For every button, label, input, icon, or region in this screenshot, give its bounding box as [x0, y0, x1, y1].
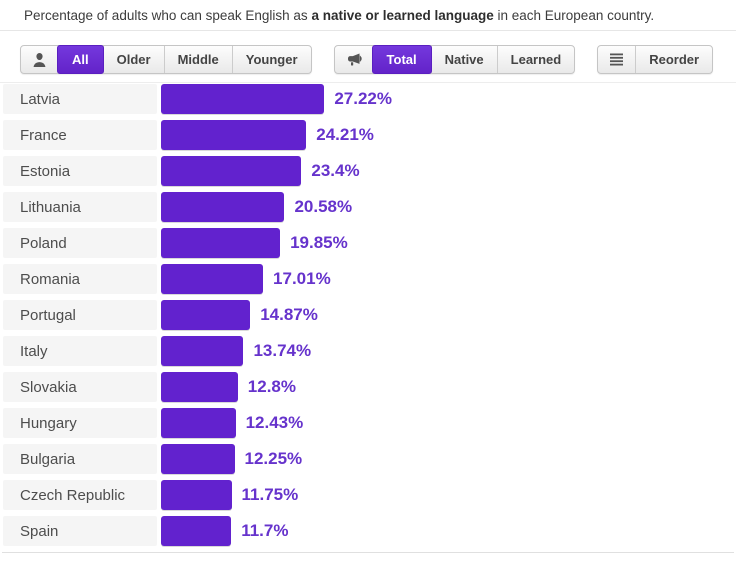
bar: [161, 516, 232, 546]
country-label: Lithuania: [3, 192, 157, 222]
button-group: All Older Middle Younger: [20, 45, 312, 74]
chart-title: Percentage of adults who can speak Engli…: [0, 0, 736, 31]
bar: [161, 264, 264, 294]
filter-toolbar: All Older Middle Younger Total Native Learned R…: [0, 31, 736, 82]
chart-row: Latvia 27.22%: [3, 84, 736, 114]
bar: [161, 336, 244, 366]
country-label: France: [3, 120, 157, 150]
filter-button-older[interactable]: Older: [102, 46, 164, 73]
bar-track: 17.01%: [161, 264, 736, 294]
button-group: Reorder: [597, 45, 714, 74]
bar-value-label: 12.43%: [245, 413, 304, 432]
bar: [161, 444, 235, 474]
country-label: Estonia: [3, 156, 157, 186]
country-label: Czech Republic: [3, 480, 157, 510]
bar-value-label: 14.87%: [260, 305, 318, 324]
chart-row: Bulgaria 12.25%: [3, 444, 736, 474]
bar-value-label: 27.22%: [334, 89, 392, 108]
bar-track: 12.8%: [161, 372, 736, 402]
country-label: Poland: [3, 228, 157, 258]
chart-row: Hungary 12.43%: [3, 408, 736, 438]
bar-value-label: 11.7%: [241, 521, 289, 540]
bar: [161, 84, 325, 114]
chart-row: Lithuania 20.58%: [3, 192, 736, 222]
country-label: Bulgaria: [3, 444, 157, 474]
bar: [161, 192, 285, 222]
chart-row: Czech Republic 11.75%: [3, 480, 736, 510]
chart-title-bold: a native or learned language: [311, 8, 494, 23]
bar-value-label: 17.01%: [273, 269, 331, 288]
button-group: Total Native Learned: [333, 45, 576, 74]
bar-track: 12.25%: [161, 444, 736, 474]
country-label: Hungary: [3, 408, 157, 438]
bar-track: 24.21%: [161, 120, 736, 150]
bar-value-label: 23.4%: [311, 161, 360, 180]
bar-track: 12.43%: [161, 408, 736, 438]
country-label: Latvia: [3, 84, 157, 114]
bar: [161, 228, 281, 258]
bar-value-label: 19.85%: [290, 233, 348, 252]
chart-row: France 24.21%: [3, 120, 736, 150]
bar-track: 14.87%: [161, 300, 736, 330]
chart-row: Romania 17.01%: [3, 264, 736, 294]
bar-track: 23.4%: [161, 156, 736, 186]
country-label: Italy: [3, 336, 157, 366]
filter-button-learned[interactable]: Learned: [496, 46, 575, 73]
chart-row: Estonia 23.4%: [3, 156, 736, 186]
chart-row: Portugal 14.87%: [3, 300, 736, 330]
bar: [161, 372, 238, 402]
megaphone-icon: [335, 46, 373, 73]
bar: [161, 120, 307, 150]
bar: [161, 480, 232, 510]
chart-row: Slovakia 12.8%: [3, 372, 736, 402]
filter-button-total[interactable]: Total: [371, 45, 432, 74]
bar-track: 13.74%: [161, 336, 736, 366]
bar-track: 11.75%: [161, 480, 736, 510]
reorder-lines-icon: [598, 46, 635, 73]
country-label: Slovakia: [3, 372, 157, 402]
bar-track: 20.58%: [161, 192, 736, 222]
country-label: Spain: [3, 516, 157, 546]
bar-track: 19.85%: [161, 228, 736, 258]
chart-row: Poland 19.85%: [3, 228, 736, 258]
filter-button-reorder[interactable]: Reorder: [635, 46, 712, 73]
person-icon: [21, 46, 58, 73]
bar-value-label: 11.75%: [241, 485, 299, 504]
filter-button-middle[interactable]: Middle: [163, 46, 232, 73]
chart-row: Italy 13.74%: [3, 336, 736, 366]
chart-title-prefix: Percentage of adults who can speak Engli…: [24, 8, 312, 23]
country-label: Romania: [3, 264, 157, 294]
filter-button-younger[interactable]: Younger: [231, 46, 311, 73]
bar-value-label: 13.74%: [253, 341, 312, 360]
bar-value-label: 24.21%: [316, 125, 374, 144]
bar-value-label: 12.25%: [244, 449, 303, 468]
bar: [161, 300, 251, 330]
bar-chart: Latvia 27.22% France 24.21% Estonia 23.4…: [0, 82, 736, 546]
bar-track: 11.7%: [161, 516, 736, 546]
bar: [161, 408, 236, 438]
bar-value-label: 12.8%: [247, 377, 296, 396]
country-label: Portugal: [3, 300, 157, 330]
bar: [161, 156, 302, 186]
bar-track: 27.22%: [161, 84, 736, 114]
chart-row: Spain 11.7%: [3, 516, 736, 546]
chart-title-suffix: in each European country.: [493, 8, 655, 23]
bar-value-label: 20.58%: [294, 197, 353, 216]
filter-button-native[interactable]: Native: [430, 46, 497, 73]
bottom-divider: [2, 552, 734, 553]
filter-button-all[interactable]: All: [57, 45, 104, 74]
